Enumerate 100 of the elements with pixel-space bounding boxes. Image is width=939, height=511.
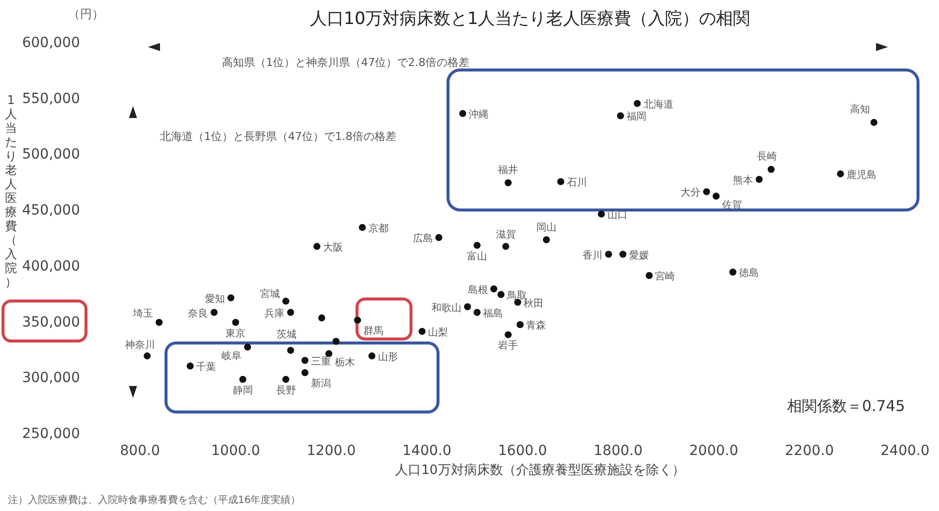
point — [144, 352, 151, 360]
x-tick-label: 1800.0 — [594, 443, 643, 459]
point — [186, 362, 194, 370]
point — [497, 290, 504, 298]
point — [474, 308, 481, 316]
point — [358, 224, 366, 231]
annotation: 東京 — [226, 327, 246, 340]
point — [418, 328, 426, 335]
y-tick-label: 600,000 — [22, 35, 80, 51]
point — [435, 234, 442, 241]
annotation: 沖縄 — [468, 108, 489, 120]
annotation: 山形 — [378, 350, 398, 363]
x-tick-label: 1600.0 — [498, 443, 547, 459]
x-tick-label: 2400.0 — [880, 443, 930, 459]
annotation: 鹿児島 — [846, 168, 876, 181]
annotation: 福井 — [498, 164, 518, 176]
x-tick-label: 800.0 — [120, 443, 160, 459]
text: 注）入院医療費は、入院時食事療養費を含む（平成16年度実績） — [8, 494, 301, 506]
x-axis-title: 人口10万対病床数（介護療養型医療施設を除く） — [395, 462, 685, 478]
y-tick-label: 400,000 — [22, 258, 80, 274]
point — [244, 343, 252, 350]
point — [282, 376, 290, 383]
annotation: 山梨 — [428, 326, 448, 338]
annotation: 山口 — [607, 209, 628, 222]
annotation: 群馬 — [364, 325, 384, 338]
point — [239, 376, 246, 383]
annotation: 新潟 — [310, 378, 331, 390]
annotation: 富山 — [467, 250, 488, 262]
point — [619, 250, 626, 258]
point — [313, 242, 320, 250]
point — [605, 250, 612, 258]
point — [836, 170, 844, 178]
annotation: 徳島 — [738, 267, 759, 280]
point — [232, 318, 240, 326]
annotation: 滋賀 — [496, 228, 516, 240]
point — [634, 100, 641, 107]
point — [301, 369, 308, 376]
annotation: 愛知 — [204, 292, 225, 305]
point — [646, 272, 653, 279]
point — [332, 338, 340, 345]
point — [870, 118, 878, 126]
point — [504, 331, 512, 338]
y-tick-label: 350,000 — [22, 314, 80, 330]
point — [756, 176, 763, 183]
annotation: 北海道 — [643, 98, 674, 110]
annotation: 静岡 — [232, 384, 253, 396]
annotation: 熊本 — [733, 174, 754, 186]
annotation: 岡山 — [536, 222, 556, 234]
annotation: 福島 — [483, 307, 504, 320]
point — [504, 179, 512, 186]
point — [287, 346, 294, 354]
point — [210, 308, 218, 316]
point — [712, 192, 720, 200]
annotation: 長崎 — [757, 150, 778, 162]
y-tick-label: 250,000 — [22, 426, 80, 442]
annotation: 秋田 — [524, 297, 544, 310]
point — [227, 294, 234, 302]
annotation: 茨城 — [276, 328, 297, 340]
point — [598, 210, 605, 218]
x-tick-label: 2000.0 — [689, 443, 738, 459]
annotation: 佐賀 — [722, 199, 742, 212]
annotation: 岐阜 — [222, 350, 242, 362]
annotation: 石川 — [566, 176, 587, 189]
annotation: 埼玉 — [132, 307, 154, 320]
annotation: 和歌山 — [432, 302, 462, 314]
annotation: 兵庫 — [264, 307, 285, 320]
y-tick-label: 300,000 — [22, 370, 80, 386]
annotation: 大阪 — [322, 241, 343, 254]
point — [287, 308, 294, 316]
annotation: 北海道（1位）と長野県（47位）で1.8倍の格差 — [160, 130, 396, 143]
annotation: 岩手 — [498, 340, 518, 352]
point — [464, 303, 472, 310]
y-tick-label: 500,000 — [22, 146, 80, 163]
y-tick-label: 450,000 — [22, 202, 80, 219]
annotation: 京都 — [368, 222, 388, 234]
point — [282, 298, 290, 305]
annotation: 神奈川 — [125, 338, 156, 351]
chart-title: 人口10万対病床数と1人当たり老人医療費（入院）の相関 — [310, 9, 750, 29]
annotation: 広島 — [412, 232, 433, 244]
annotation: 高知 — [850, 103, 870, 116]
annotation: 島根 — [468, 284, 488, 296]
text: 1人当たり老人医療費（入院） — [5, 93, 17, 289]
point — [542, 236, 550, 244]
annotation: 愛媛 — [628, 249, 649, 262]
point — [354, 316, 362, 324]
x-tick-label: 1400.0 — [402, 443, 452, 459]
annotation: 長野 — [276, 385, 296, 396]
annotation: 奈良 — [188, 307, 208, 320]
annotation: 香川 — [582, 249, 603, 262]
point — [617, 112, 624, 120]
x-tick-label: 1200.0 — [306, 443, 356, 459]
x-tick-label: 2200.0 — [784, 443, 834, 459]
point — [729, 268, 736, 276]
point — [474, 242, 481, 249]
annotation: 千葉 — [196, 360, 216, 373]
point — [502, 242, 510, 250]
y-tick-label: 550,000 — [22, 90, 80, 107]
annotation: 三重 — [310, 355, 331, 368]
annotation: 福岡 — [626, 110, 647, 123]
point — [459, 110, 466, 117]
